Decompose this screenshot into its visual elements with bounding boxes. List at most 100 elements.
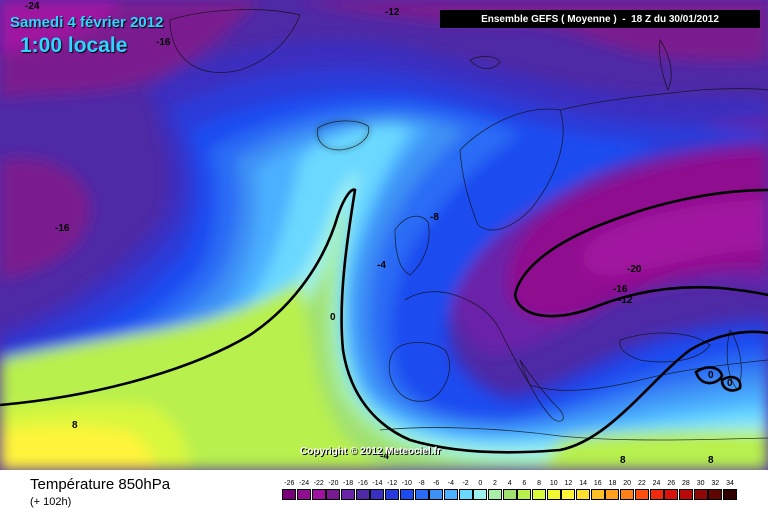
legend-swatch <box>634 489 649 500</box>
legend-value: -10 <box>401 480 412 487</box>
legend-value: 20 <box>623 480 632 487</box>
footer-panel: Température 850hPa (+ 102h) -26 -24 -22 -20… <box>0 470 768 512</box>
lead-time: (+ 102h) <box>30 496 72 508</box>
legend-value: -4 <box>447 480 455 487</box>
isotherm-minus16-east <box>513 188 768 318</box>
legend-cell: 0 <box>473 479 488 504</box>
legend-value: -2 <box>462 480 469 487</box>
legend-cell: -10 <box>399 479 415 504</box>
legend-swatch <box>576 489 591 500</box>
legend-swatch <box>693 489 708 500</box>
zone-east-mediterranean <box>540 430 768 470</box>
legend-cell: -16 <box>355 479 370 504</box>
forecast-local-time: 1:00 locale <box>20 34 128 57</box>
legend-swatch <box>370 489 385 500</box>
legend-cell: 32 <box>708 479 723 504</box>
legend-value: -26 <box>284 480 295 487</box>
legend-cell: -6 <box>429 479 444 504</box>
coastline-scandinavia <box>459 108 564 231</box>
legend-value: 10 <box>549 480 558 487</box>
legend-swatch <box>708 489 723 500</box>
legend-value: -22 <box>313 480 324 487</box>
legend-value: 28 <box>682 480 690 487</box>
legend-value: -8 <box>418 480 425 487</box>
legend-swatch <box>517 489 532 500</box>
legend-value: 4 <box>507 480 512 487</box>
legend-cell: 6 <box>517 479 532 504</box>
coastline-italy <box>519 359 564 422</box>
legend-value: 22 <box>637 480 646 487</box>
contour-label: 8 <box>620 455 626 466</box>
legend-swatch <box>341 489 356 500</box>
legend-cell: 4 <box>502 479 517 504</box>
color-scale-legend: -26 -24 -22 -20 -18 -16 -14 -12 -10 -8 -6 -4 -2 0 2 4 6 8… <box>282 479 737 504</box>
legend-cell: 20 <box>620 479 635 504</box>
coastline-north-russia <box>559 88 768 111</box>
contour-label: -4 <box>377 260 386 271</box>
legend-cell: 28 <box>678 479 694 504</box>
contour-label: -20 <box>627 264 642 275</box>
legend-cell: -20 <box>326 479 341 504</box>
model-run-info: Ensemble GEFS ( Moyenne ) - 18 Z du 30/0… <box>440 10 760 28</box>
legend-value: 8 <box>537 480 541 487</box>
legend-swatch <box>502 489 517 500</box>
coastline-british-isles <box>394 215 430 276</box>
contour-label: -4 <box>380 451 389 462</box>
legend-swatch <box>532 489 547 500</box>
legend-value: -16 <box>357 480 368 487</box>
legend-swatch <box>297 489 312 500</box>
legend-cell: -24 <box>297 479 312 504</box>
isotherm-0-main <box>0 188 768 454</box>
legend-value: 24 <box>652 480 661 487</box>
legend-cell: 14 <box>576 479 591 504</box>
legend-swatch <box>355 489 370 500</box>
legend-swatch <box>282 489 297 500</box>
forecast-date: Samedi 4 février 2012 <box>10 14 164 31</box>
legend-value: 30 <box>696 480 705 487</box>
legend-value: -24 <box>298 480 310 487</box>
legend-cell: 22 <box>634 479 650 504</box>
legend-value: 26 <box>667 480 676 487</box>
legend-swatch <box>546 489 561 500</box>
coastline-iberia <box>388 342 450 402</box>
legend-value: 0 <box>478 480 483 487</box>
legend-value: 6 <box>522 480 527 487</box>
coastline-iceland-line <box>317 120 370 151</box>
legend-swatch <box>458 489 473 500</box>
isotherm-0-black-sea <box>694 366 724 385</box>
legend-value: -6 <box>433 480 440 487</box>
contour-label: -8 <box>430 212 439 223</box>
legend-value: 12 <box>564 480 573 487</box>
copyright-text: Copyright © 2012 Meteociel.fr <box>300 446 441 457</box>
zone-plus10 <box>0 426 155 470</box>
zone-minus22-northwest <box>0 0 120 55</box>
coastline-greenland <box>169 9 301 73</box>
legend-swatch <box>664 489 679 500</box>
coastline-novaya-zemlya <box>659 38 672 92</box>
zone-minus18-west <box>0 157 91 280</box>
legend-cell: 18 <box>605 479 620 504</box>
legend-cell: -12 <box>385 479 400 504</box>
parameter-title: Température 850hPa <box>30 476 171 493</box>
contour-label: -12 <box>618 295 633 306</box>
legend-swatch <box>399 489 414 500</box>
legend-cell: 30 <box>693 479 708 504</box>
legend-value: 34 <box>726 480 734 487</box>
legend-value: -18 <box>343 480 354 487</box>
legend-swatch <box>414 489 429 500</box>
contour-label: -24 <box>25 1 40 12</box>
legend-swatch <box>443 489 458 500</box>
legend-cell: 8 <box>532 479 547 504</box>
legend-cell: 16 <box>590 479 605 504</box>
legend-swatch <box>678 489 693 500</box>
legend-swatch <box>473 489 488 500</box>
legend-value: 18 <box>608 480 617 487</box>
legend-cell: -8 <box>414 479 429 504</box>
legend-cell: -2 <box>458 479 473 504</box>
legend-cell: -26 <box>282 479 297 504</box>
legend-swatch <box>722 489 737 500</box>
contour-label: 0 <box>708 370 714 381</box>
